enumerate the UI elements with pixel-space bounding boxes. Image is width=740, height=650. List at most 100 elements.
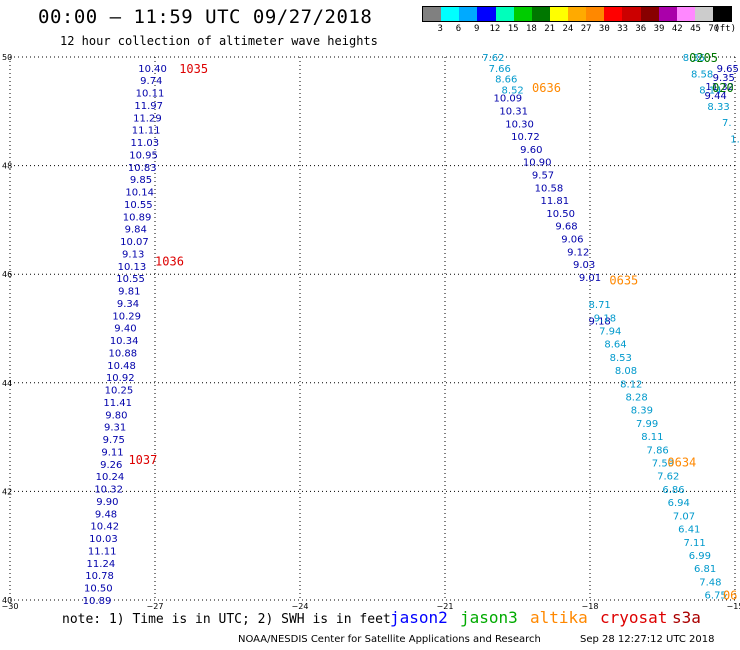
wave-height-label: 10.34 [110, 336, 139, 347]
satellite-legend-jason2: jason2 [390, 608, 448, 627]
wave-height-label: 10.30 [505, 119, 534, 130]
pass-time-label: 1035 [179, 62, 208, 76]
lon-tick-label: −27 [147, 602, 164, 611]
wave-height-label: 8.14 [699, 86, 721, 97]
wave-height-label: 11.29 [133, 113, 162, 124]
legend-label: 33 [617, 24, 628, 34]
wave-height-label: 8.12 [620, 379, 642, 390]
legend-label: 70 [708, 24, 720, 34]
wave-height-label: 10.25 [105, 386, 134, 397]
legend-label: 36 [635, 24, 647, 34]
wave-height-label: 10.11 [136, 89, 165, 100]
legend-label: 42 [671, 24, 683, 34]
wave-height-label: 8.53 [610, 353, 632, 364]
legend-swatch [513, 7, 532, 21]
wave-height-label: 7.48 [699, 577, 721, 588]
legend-swatch [586, 7, 605, 21]
lon-tick-label: −21 [437, 602, 454, 611]
wave-height-label: 10.24 [96, 472, 125, 483]
lat-tick-label: 48 [2, 162, 12, 171]
wave-height-label: 10.32 [94, 485, 123, 496]
wave-height-label: 10.13 [118, 262, 147, 273]
wave-height-label: 8.36 [683, 53, 705, 64]
wave-height-label: 9.65 [717, 64, 739, 75]
lat-tick-label: 44 [2, 379, 12, 388]
wave-height-label: 10.89 [83, 596, 112, 607]
wave-height-label: 9.44 [705, 91, 727, 102]
wave-height-label: 9.40 [114, 324, 136, 335]
wave-height-label: 11.11 [88, 546, 117, 557]
legend-swatch [495, 7, 514, 21]
legend-color-bar [422, 6, 732, 22]
wave-height-label: 7.59 [652, 459, 674, 470]
lat-tick-label: 40 [2, 596, 12, 605]
wave-height-label: 10.55 [116, 274, 145, 285]
satellite-legend-cryosat: cryosat [600, 608, 668, 627]
wave-height-label: 8.71 [589, 300, 611, 311]
wave-height-label: 10.29 [112, 311, 141, 322]
wave-height-label: 8.58 [691, 69, 713, 80]
satellite-legend-s3a: s3a [672, 608, 701, 627]
lon-tick-label: −24 [292, 602, 309, 611]
legend-label: 24 [562, 24, 574, 34]
wave-height-label: 9.75 [103, 435, 125, 446]
wave-height-label: 10.72 [511, 132, 540, 143]
wave-height-label: 9.03 [573, 260, 595, 271]
pass-time-label: 1037 [128, 453, 157, 467]
wave-height-label: 9.01 [579, 273, 601, 284]
wave-height-label: 10.07 [120, 237, 149, 248]
legend-label: 9 [473, 24, 480, 34]
color-legend: (ft) 3 6 9 12 15 18 21 24 27 30 33 36 39 42 45 70 [422, 6, 736, 36]
wave-height-label: 7.94 [599, 326, 621, 337]
legend-swatch [477, 7, 496, 21]
wave-height-label: 9.18 [589, 316, 611, 327]
wave-height-label: 6.86 [662, 485, 684, 496]
wave-height-label: 9.48 [95, 509, 117, 520]
legend-swatch [676, 7, 695, 21]
pass-time-label: 0634 [667, 456, 696, 470]
wave-height-label: 6.81 [694, 564, 716, 575]
lat-tick-label: 50 [2, 53, 12, 62]
wave-height-label: 11.11 [132, 126, 161, 137]
wave-height-label: 10.48 [107, 361, 136, 372]
wave-height-label: 7. [722, 118, 732, 129]
legend-labels: (ft) 3 6 9 12 15 18 21 24 27 30 33 36 39 42 45 70 [422, 22, 736, 34]
legend-swatch [441, 7, 460, 21]
legend-label: 18 [525, 24, 537, 34]
wave-height-label: 9.84 [125, 225, 147, 236]
lat-tick-label: 42 [2, 487, 12, 496]
wave-height-label: 9.68 [555, 222, 577, 233]
legend-swatch [459, 7, 478, 21]
wave-height-label: 10.09 [494, 94, 523, 105]
wave-height-label: 8.08 [615, 366, 637, 377]
wave-height-label: 9.85 [130, 175, 152, 186]
wave-height-label: 7.11 [683, 538, 705, 549]
wave-height-label: 10.78 [85, 571, 114, 582]
wave-height-label: 10.90 [523, 158, 552, 169]
page-subtitle: 12 hour collection of altimeter wave hei… [60, 34, 378, 48]
lon-tick-label: −18 [582, 602, 599, 611]
legend-label: 27 [580, 24, 592, 34]
wave-height-label: 8.28 [625, 392, 647, 403]
wave-height-label: 9.13 [122, 249, 144, 260]
wave-height-label: 9.57 [532, 171, 554, 182]
legend-label: 12 [489, 24, 501, 34]
pass-time-label: 06 [723, 589, 737, 603]
wave-height-label: 11.24 [87, 559, 116, 570]
footer-timestamp: Sep 28 12:27:12 UTC 2018 [580, 634, 715, 645]
wave-height-label: 11.81 [540, 196, 569, 207]
legend-swatch [713, 7, 732, 21]
legend-label: 3 [437, 24, 443, 34]
wave-height-label: 9.11 [101, 447, 123, 458]
wave-height-label: 10.58 [535, 183, 564, 194]
satellite-legend-altika: altika [530, 608, 588, 627]
wave-height-label: 8.33 [707, 102, 729, 113]
wave-height-label: 9.80 [105, 410, 127, 421]
page-title: 00:00 – 11:59 UTC 09/27/2018 [38, 6, 373, 28]
legend-label: 45 [690, 24, 701, 34]
wave-height-label: 10.03 [89, 534, 118, 545]
wave-height-label: 6.75 [705, 591, 727, 602]
wave-height-label: 10.89 [123, 212, 152, 223]
